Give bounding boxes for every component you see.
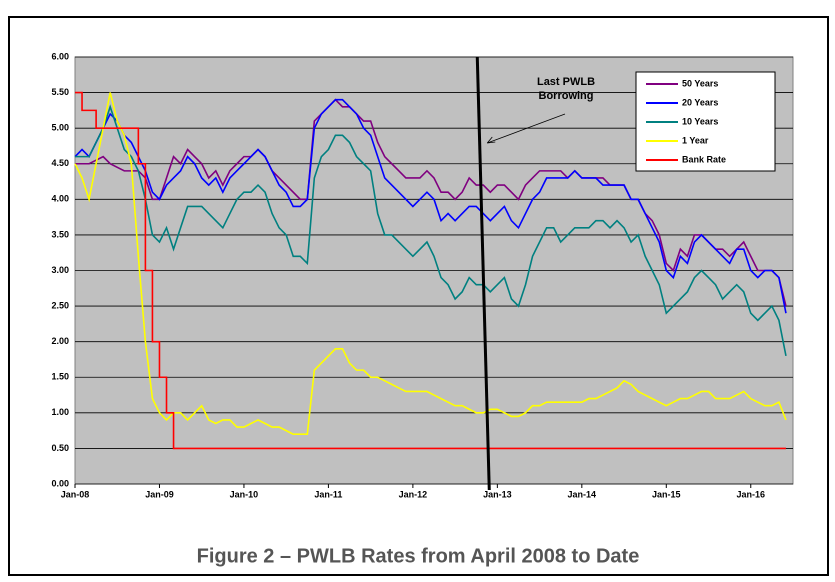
- legend-label: 1 Year: [682, 135, 709, 145]
- x-tick-label: Jan-08: [61, 489, 90, 499]
- y-tick-label: 3.00: [51, 265, 69, 275]
- annotation-text: Borrowing: [539, 90, 594, 102]
- y-tick-label: 0.00: [51, 478, 69, 488]
- y-tick-label: 2.00: [51, 336, 69, 346]
- y-tick-label: 1.50: [51, 372, 69, 382]
- annotation-arrow: [487, 113, 566, 144]
- x-tick-label: Jan-12: [399, 489, 428, 499]
- y-tick-label: 2.50: [51, 300, 69, 310]
- y-tick-label: 6.00: [51, 51, 69, 61]
- series-line: [74, 92, 787, 435]
- legend-label: 20 Years: [682, 97, 718, 107]
- annotation: Last PWLB Borrowing: [475, 56, 595, 491]
- annotation-line: [475, 56, 491, 491]
- legend-label: Bank Rate: [682, 154, 726, 164]
- series-line: [74, 98, 787, 314]
- annotation-text: Last PWLB: [537, 76, 595, 88]
- x-tick-label: Jan-16: [736, 489, 765, 499]
- series-line: [75, 98, 787, 307]
- series-line: [75, 91, 786, 450]
- caption: Figure 2 – PWLB Rates from April 2008 to…: [197, 545, 640, 567]
- x-tick-label: Jan-11: [314, 489, 342, 499]
- arrow-head: [486, 136, 496, 144]
- legend-label: 10 Years: [682, 116, 718, 126]
- x-tick-label: Jan-10: [230, 489, 259, 499]
- y-tick-label: 1.00: [51, 407, 69, 417]
- x-tick-label: Jan-13: [483, 489, 512, 499]
- series-line: [75, 104, 787, 357]
- legend-label: 50 Years: [682, 78, 718, 88]
- y-tick-label: 0.50: [51, 443, 69, 453]
- y-tick-label: 5.00: [51, 123, 69, 133]
- y-tick-label: 4.00: [51, 194, 69, 204]
- y-tick-label: 3.50: [51, 229, 69, 239]
- lines: [74, 91, 787, 450]
- x-tick-label: Jan-09: [145, 489, 174, 499]
- legend: 50 Years 20 Years 10 Years 1 Year Bank Rate: [635, 71, 776, 172]
- x-tick-label: Jan-14: [568, 489, 597, 499]
- y-tick-label: 5.50: [51, 87, 69, 97]
- x-tick-label: Jan-15: [652, 489, 681, 499]
- y-tick-label: 4.50: [51, 158, 69, 168]
